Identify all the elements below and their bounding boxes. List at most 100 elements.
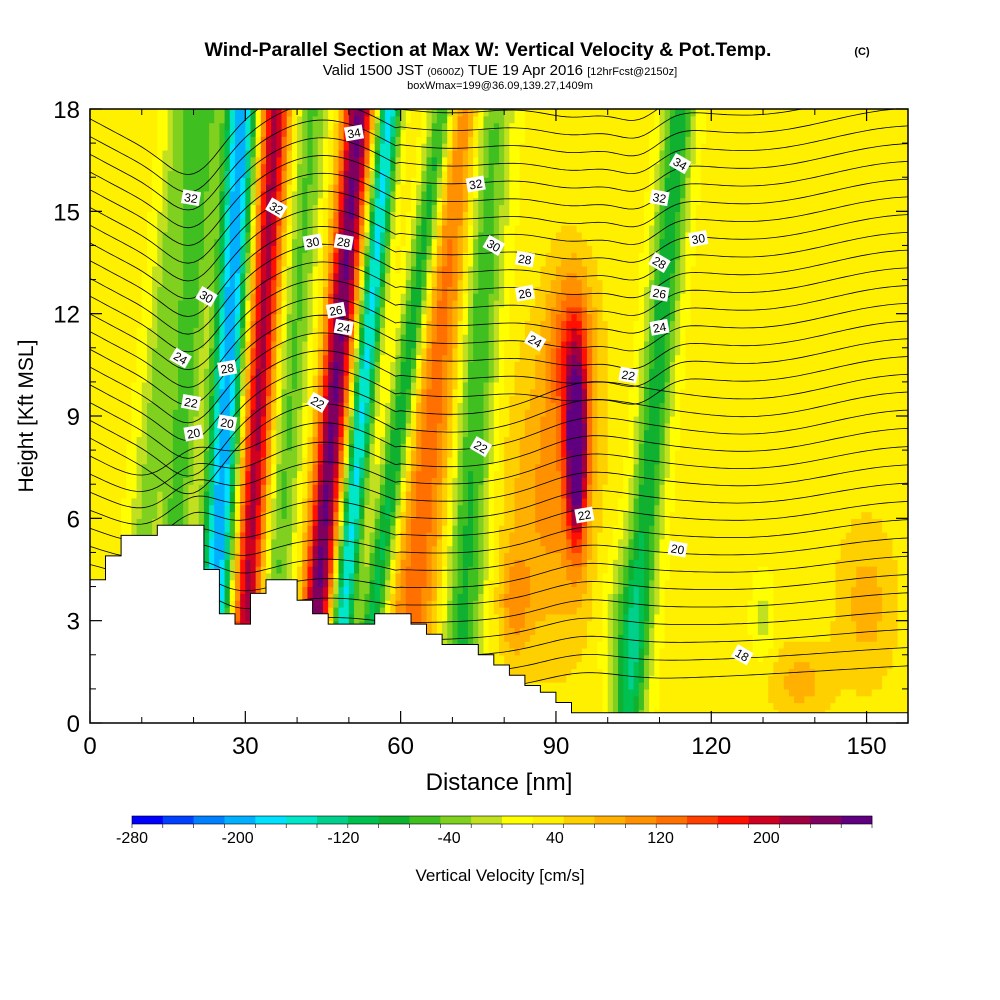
velocity-cell — [245, 279, 252, 287]
velocity-cell — [359, 484, 365, 492]
velocity-cell — [266, 559, 272, 567]
velocity-cell — [121, 265, 127, 274]
velocity-cell — [131, 204, 138, 212]
velocity-cell — [219, 491, 226, 499]
velocity-cell — [188, 388, 195, 397]
velocity-cell — [146, 334, 153, 342]
velocity-cell — [100, 170, 107, 178]
velocity-cell — [115, 375, 122, 383]
velocity-cell — [203, 456, 210, 465]
velocity-cell — [121, 450, 127, 458]
velocity-cell — [229, 279, 236, 287]
velocity-cell — [317, 607, 324, 615]
velocity-cell — [198, 231, 205, 240]
velocity-cell — [214, 177, 221, 185]
velocity-cell — [359, 177, 365, 185]
velocity-cell — [276, 293, 283, 301]
velocity-cell — [131, 347, 138, 356]
velocity-cell — [281, 177, 288, 185]
velocity-cell — [157, 484, 164, 492]
velocity-cell — [152, 149, 158, 158]
velocity-cell — [354, 545, 360, 554]
velocity-cell — [240, 197, 246, 206]
velocity-cell — [183, 388, 189, 397]
velocity-cell — [291, 238, 298, 247]
velocity-cell — [312, 272, 319, 281]
velocity-cell — [219, 552, 226, 560]
velocity-cell — [224, 443, 231, 451]
velocity-cell — [245, 477, 252, 485]
velocity-cell — [281, 218, 288, 226]
velocity-cell — [297, 156, 303, 165]
velocity-cell — [172, 300, 179, 308]
velocity-cell — [131, 177, 138, 185]
velocity-cell — [110, 456, 117, 465]
velocity-cell — [172, 313, 179, 322]
velocity-cell — [322, 184, 329, 192]
velocity-cell — [322, 197, 329, 206]
velocity-cell — [152, 109, 158, 117]
velocity-cell — [131, 450, 138, 458]
velocity-cell — [183, 306, 189, 315]
velocity-cell — [317, 552, 324, 560]
velocity-cell — [343, 504, 350, 513]
velocity-cell — [348, 395, 355, 403]
velocity-cell — [266, 572, 272, 581]
velocity-cell — [183, 224, 189, 233]
velocity-cell — [131, 109, 138, 117]
velocity-cell — [136, 470, 143, 478]
velocity-cell — [333, 272, 340, 281]
velocity-cell — [214, 484, 221, 492]
velocity-cell — [369, 470, 376, 478]
velocity-cell — [162, 197, 169, 206]
velocity-cell — [121, 190, 127, 199]
velocity-cell — [188, 450, 195, 458]
velocity-cell — [126, 279, 133, 287]
velocity-cell — [338, 559, 345, 567]
velocity-cell — [255, 586, 262, 594]
velocity-cell — [152, 293, 158, 301]
velocity-cell — [136, 156, 143, 165]
velocity-cell — [219, 190, 226, 199]
velocity-cell — [115, 381, 122, 390]
velocity-cell — [260, 429, 267, 438]
velocity-cell — [198, 300, 205, 308]
velocity-cell — [100, 115, 107, 124]
velocity-cell — [126, 259, 133, 267]
velocity-cell — [364, 511, 371, 519]
velocity-cell — [286, 163, 293, 171]
velocity-cell — [162, 381, 169, 390]
velocity-cell — [152, 375, 158, 383]
velocity-cell — [110, 190, 117, 199]
velocity-cell — [271, 122, 277, 131]
velocity-cell — [100, 340, 107, 349]
velocity-cell — [297, 552, 303, 560]
velocity-cell — [95, 327, 101, 335]
velocity-cell — [188, 327, 195, 335]
velocity-cell — [178, 409, 184, 417]
velocity-cell — [167, 184, 174, 192]
velocity-cell — [198, 177, 205, 185]
velocity-cell — [322, 586, 329, 594]
velocity-cell — [281, 395, 288, 403]
velocity-cell — [115, 163, 122, 171]
velocity-cell — [183, 477, 189, 485]
velocity-cell — [105, 272, 112, 281]
velocity-cell — [193, 136, 200, 144]
velocity-cell — [291, 470, 298, 478]
velocity-cell — [291, 300, 298, 308]
velocity-cell — [224, 395, 231, 403]
velocity-cell — [333, 122, 340, 131]
velocity-cell — [146, 347, 153, 356]
velocity-cell — [260, 347, 267, 356]
velocity-cell — [100, 470, 107, 478]
velocity-cell — [209, 259, 215, 267]
velocity-cell — [224, 545, 231, 554]
velocity-cell — [338, 259, 345, 267]
velocity-cell — [209, 238, 215, 247]
velocity-cell — [328, 504, 334, 513]
velocity-cell — [348, 531, 355, 540]
velocity-cell — [105, 368, 112, 376]
velocity-cell — [141, 177, 148, 185]
velocity-cell — [281, 491, 288, 499]
